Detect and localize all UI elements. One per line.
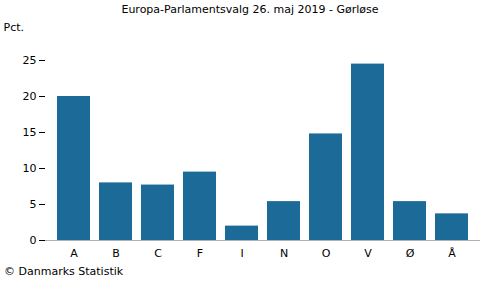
svg-text:Pct.: Pct. — [4, 21, 25, 34]
svg-text:C: C — [154, 247, 162, 260]
svg-text:O: O — [322, 247, 331, 260]
svg-text:Ø: Ø — [406, 247, 415, 260]
svg-text:B: B — [112, 247, 120, 260]
svg-text:A: A — [70, 247, 78, 260]
html-text:Europa-Parlamentsvalg 26. maj: Europa-Parlamentsvalg 26. maj 2019 - Gør… — [121, 3, 379, 16]
svg-text:Å: Å — [448, 247, 456, 260]
html-text:© Danmarks Statistik: © Danmarks Statistik — [4, 265, 124, 278]
svg-text:I: I — [240, 247, 243, 260]
svg-text:5: 5 — [30, 198, 37, 211]
svg-text:F: F — [197, 247, 203, 260]
svg-text:10: 10 — [23, 162, 37, 175]
svg-text:15: 15 — [23, 126, 37, 139]
svg-text:N: N — [280, 247, 288, 260]
svg-text:25: 25 — [23, 54, 37, 67]
svg-text:V: V — [364, 247, 372, 260]
svg-text:20: 20 — [23, 90, 37, 103]
svg-text:0: 0 — [30, 234, 37, 247]
